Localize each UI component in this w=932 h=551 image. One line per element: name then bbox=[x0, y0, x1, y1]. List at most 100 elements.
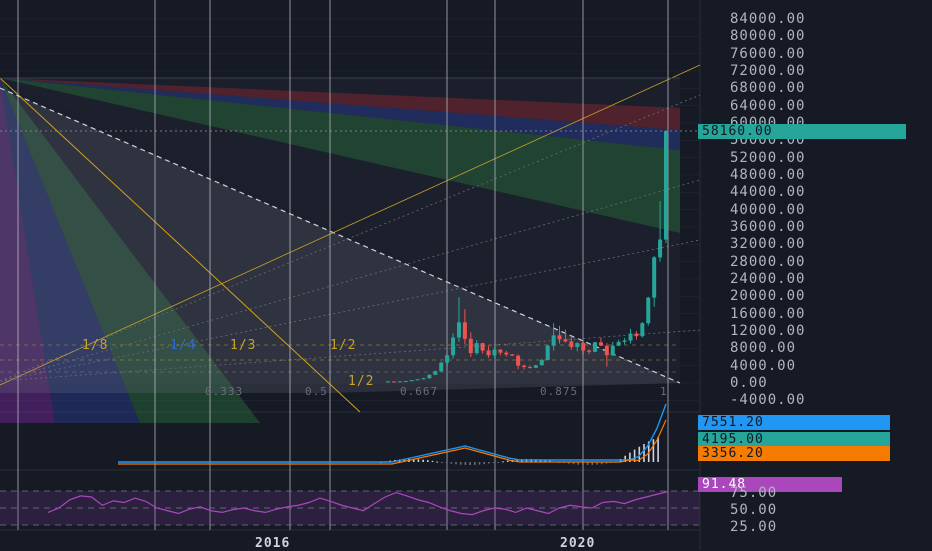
macd-histogram-bar bbox=[633, 449, 636, 462]
macd-histogram-bar bbox=[422, 459, 424, 462]
candle-body bbox=[640, 323, 645, 337]
fan-line-orange-up bbox=[0, 64, 701, 386]
candle-body bbox=[433, 371, 438, 375]
candle-body bbox=[664, 130, 668, 240]
macd-histogram-bar bbox=[427, 460, 429, 462]
fib-time-label: 0.667 bbox=[400, 385, 438, 398]
macd-histogram-bar bbox=[605, 462, 608, 464]
fan-band-blue bbox=[0, 78, 680, 150]
gann-fan-label: 1/8 bbox=[82, 338, 108, 353]
macd-histogram-bar bbox=[657, 437, 659, 462]
gann-box-bg bbox=[0, 78, 680, 383]
candle-body bbox=[652, 257, 657, 298]
price-tick-label: 72000.00 bbox=[730, 63, 806, 79]
candle-body bbox=[504, 352, 509, 355]
macd-histogram-bar bbox=[502, 461, 504, 463]
macd-histogram-bar bbox=[417, 459, 420, 462]
price-tick-label: 32000.00 bbox=[730, 236, 806, 253]
macd-histogram-bar bbox=[441, 462, 443, 463]
candle-body bbox=[445, 355, 450, 363]
candle-body bbox=[533, 365, 538, 368]
macd-histogram-bar bbox=[549, 460, 551, 462]
price-tick-label: 36000.00 bbox=[730, 219, 806, 235]
macd-histogram-bar bbox=[497, 462, 500, 463]
macd-histogram-bar bbox=[544, 460, 547, 462]
price-tick-label: 80000.00 bbox=[730, 28, 806, 45]
macd-histogram-bar bbox=[474, 462, 476, 465]
candle-body bbox=[480, 343, 485, 351]
time-axis-label: 2016 bbox=[255, 536, 291, 551]
candle-body bbox=[593, 342, 598, 352]
price-tick-label: 48000.00 bbox=[730, 167, 806, 183]
macd-value-tag: 4195.00 bbox=[698, 432, 890, 447]
candle-body bbox=[581, 343, 586, 351]
fan-dotted-line bbox=[0, 329, 701, 382]
gann-fan-label: 1/4 bbox=[170, 338, 196, 353]
macd-histogram-bar bbox=[488, 462, 490, 464]
candle-body bbox=[409, 380, 414, 382]
fan-dotted-line bbox=[0, 239, 701, 382]
macd-histogram-bar bbox=[591, 462, 594, 465]
macd-histogram-bar bbox=[516, 459, 518, 462]
macd-value-tag: 3356.20 bbox=[698, 446, 890, 461]
macd-histogram-bar bbox=[478, 462, 481, 465]
macd-histogram-bar bbox=[464, 462, 467, 465]
macd-histogram-bar bbox=[596, 462, 598, 465]
rsi-pane bbox=[0, 490, 700, 526]
fib-time-label: 1 bbox=[660, 385, 668, 398]
fan-band-red bbox=[0, 78, 680, 130]
candle-body bbox=[539, 360, 544, 366]
candle-body bbox=[646, 297, 651, 324]
macd-histogram-bar bbox=[624, 455, 626, 462]
fib-time-label: 0.875 bbox=[540, 385, 578, 398]
price-tick-label: 28000.00 bbox=[730, 253, 806, 270]
time-axis-label: 2020 bbox=[560, 536, 596, 551]
rsi-tick-label: 75.00 bbox=[730, 485, 778, 501]
fan-dotted-line bbox=[0, 179, 701, 382]
gann-fan-label: 1/3 bbox=[230, 338, 256, 353]
macd-histogram-bar bbox=[403, 459, 406, 462]
candle-body bbox=[391, 381, 396, 383]
fan-band-purple bbox=[0, 78, 55, 423]
candle-body bbox=[563, 339, 568, 342]
macd-histogram-bar bbox=[629, 452, 631, 462]
candle-body bbox=[474, 343, 479, 354]
rsi-tick-label: 50.00 bbox=[730, 502, 778, 518]
fan-band-green bbox=[0, 78, 680, 233]
current-price-tag: 58160.00 bbox=[698, 123, 906, 139]
macd-histogram-bar bbox=[436, 461, 438, 463]
macd-histogram-bar bbox=[450, 462, 453, 464]
macd-histogram-bar bbox=[483, 462, 485, 465]
candle-body bbox=[415, 379, 420, 381]
price-tick-label: 8000.00 bbox=[730, 340, 797, 357]
macd-histogram-bar bbox=[600, 462, 603, 465]
candle-body bbox=[516, 355, 521, 366]
macd-pane bbox=[118, 403, 667, 465]
macd-histogram-bar bbox=[586, 462, 589, 465]
candle-body bbox=[527, 366, 532, 368]
macd-histogram-bar bbox=[459, 462, 462, 465]
candle-body bbox=[456, 322, 461, 338]
price-tick-label: 12000.00 bbox=[730, 323, 806, 339]
macd-signal-line bbox=[118, 419, 667, 465]
candle-body bbox=[622, 340, 627, 342]
candle-body bbox=[468, 338, 473, 354]
candle-body bbox=[551, 335, 556, 346]
macd-histogram-bar bbox=[577, 462, 579, 465]
price-tick-label: 20000.00 bbox=[730, 288, 806, 305]
macd-value-tag: 7551.20 bbox=[698, 415, 890, 430]
macd-histogram-bar bbox=[445, 462, 448, 464]
candle-body bbox=[557, 335, 562, 340]
price-tick-label: 16000.00 bbox=[730, 305, 806, 322]
gann-diagonal bbox=[0, 87, 681, 384]
rsi-tick-label: 25.00 bbox=[730, 519, 778, 535]
price-tick-label: 0.00 bbox=[730, 375, 768, 391]
macd-histogram-bar bbox=[652, 439, 655, 462]
price-tick-label: 44000.00 bbox=[730, 184, 806, 201]
candle-body bbox=[439, 362, 444, 372]
candle-body bbox=[575, 343, 580, 348]
price-tick-label: -4000.00 bbox=[730, 392, 806, 409]
macd-histogram-bar bbox=[572, 462, 575, 465]
